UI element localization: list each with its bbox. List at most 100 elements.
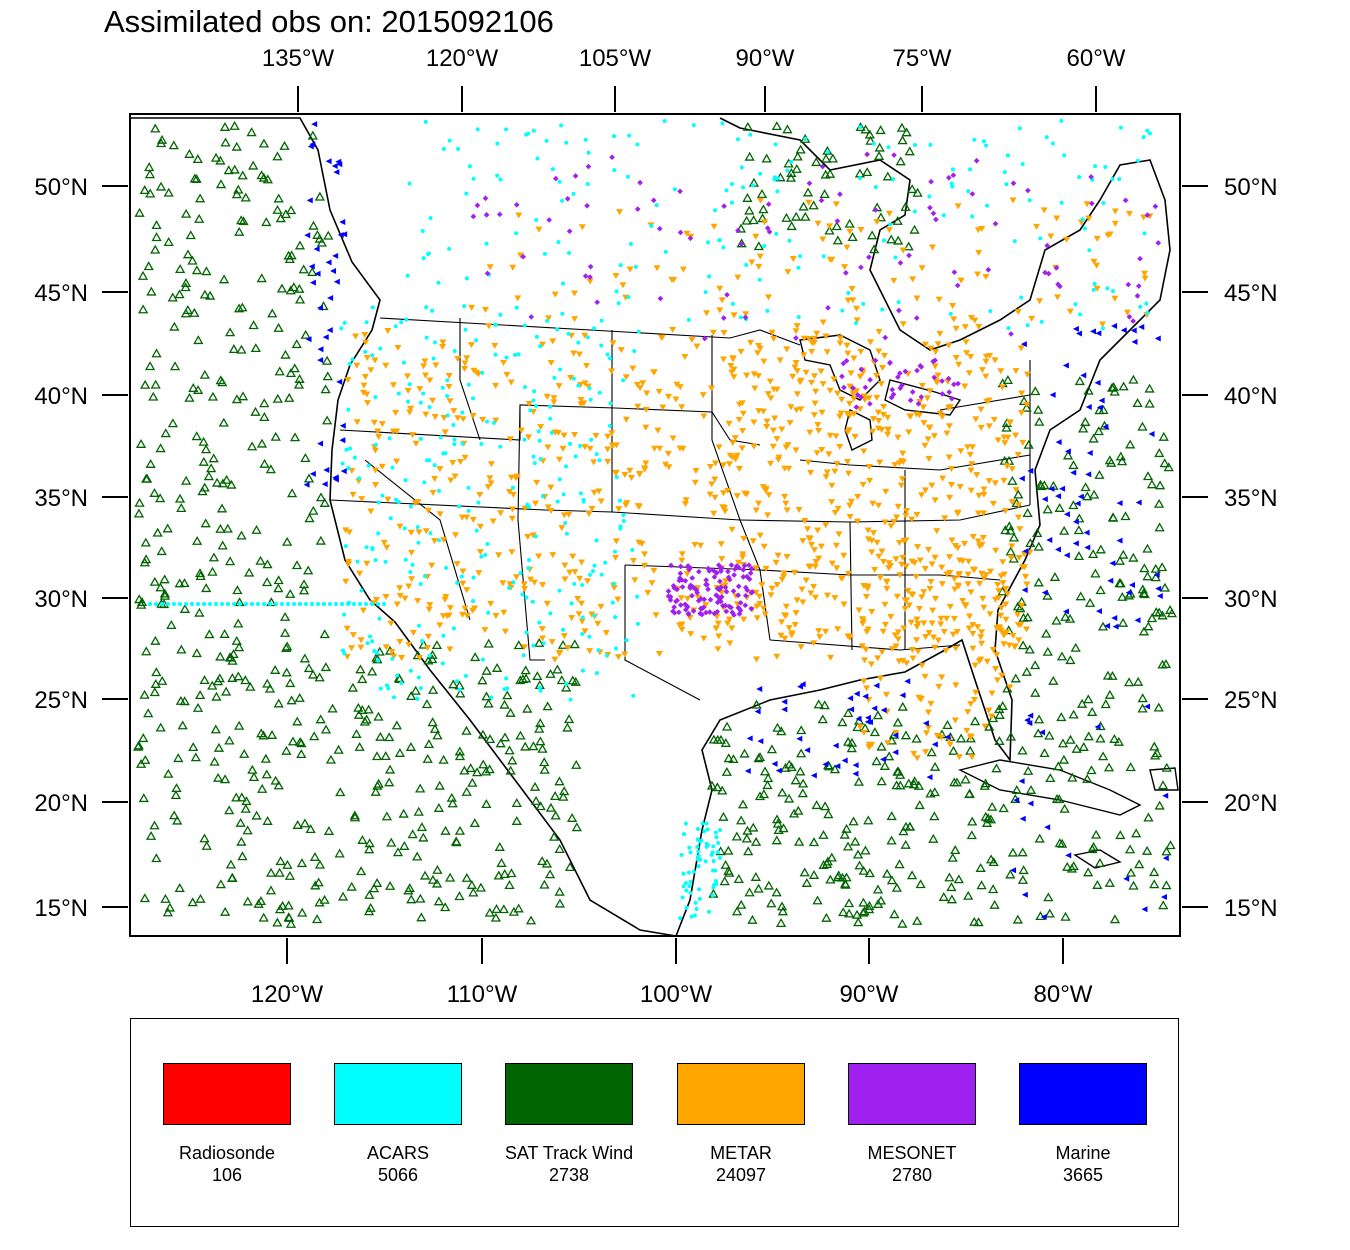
metar-marker	[398, 655, 406, 662]
marine-marker	[1075, 330, 1082, 337]
acars-marker	[172, 602, 176, 606]
sat-marker	[554, 898, 566, 908]
marine-marker	[1064, 448, 1071, 455]
meso-marker	[1010, 180, 1017, 187]
metar-marker	[783, 507, 791, 514]
metar-marker	[424, 645, 432, 652]
right-tick-label: 50°N	[1224, 174, 1278, 201]
metar-marker	[389, 382, 397, 389]
metar-marker	[926, 586, 934, 593]
metar-marker	[857, 348, 865, 355]
metar-marker	[1022, 626, 1030, 633]
sat-marker	[314, 233, 325, 243]
meso-marker	[806, 180, 813, 187]
acars-marker	[636, 329, 641, 334]
sat-marker	[989, 899, 1000, 909]
metar-marker	[378, 421, 386, 428]
metar-marker	[979, 595, 987, 602]
sat-marker	[1080, 417, 1091, 426]
metar-marker	[571, 431, 579, 438]
acars-marker	[391, 695, 396, 700]
metar-marker	[853, 317, 861, 324]
sat-marker	[1083, 385, 1094, 395]
marine-marker	[1144, 703, 1151, 710]
meso-marker	[818, 197, 825, 204]
marine-marker	[1148, 430, 1155, 437]
sat-marker	[843, 708, 854, 718]
acars-marker	[1144, 301, 1149, 306]
sat-marker	[454, 891, 465, 901]
sat-marker	[892, 717, 904, 727]
acars-marker	[583, 137, 588, 142]
metar-marker	[985, 397, 993, 404]
acars-marker	[1110, 177, 1115, 182]
metar-marker	[997, 368, 1005, 375]
sat-marker	[1058, 754, 1070, 764]
sat-marker	[741, 833, 752, 843]
sat-marker	[964, 788, 975, 798]
acars-marker	[706, 240, 711, 245]
sat-marker	[1143, 621, 1154, 631]
metar-marker	[863, 685, 871, 692]
sat-marker	[1033, 541, 1044, 551]
acars-marker	[888, 222, 893, 227]
metar-marker	[946, 494, 954, 501]
metar-marker	[638, 540, 646, 547]
legend-item-sat-track-wind: SAT Track Wind 2738	[505, 1019, 665, 1226]
sat-marker	[314, 672, 325, 682]
sat-marker	[198, 456, 209, 466]
metar-marker	[1000, 630, 1008, 637]
sat-marker	[1070, 642, 1081, 652]
marine-marker	[1040, 914, 1047, 921]
meso-marker	[520, 253, 527, 260]
acars-marker	[342, 320, 347, 325]
puerto-rico	[1149, 767, 1179, 791]
acars-marker	[654, 203, 659, 208]
metar-marker	[467, 342, 475, 349]
acars-marker	[1012, 239, 1017, 244]
metar-marker	[469, 412, 477, 419]
meso-marker	[741, 562, 748, 569]
meso-marker	[913, 315, 920, 321]
sat-marker	[308, 505, 319, 515]
sat-marker	[477, 729, 489, 739]
marine-marker	[873, 682, 880, 689]
sat-marker	[272, 393, 283, 403]
state-border	[739, 504, 1031, 523]
meso-marker	[696, 568, 702, 575]
sat-marker	[1011, 785, 1022, 795]
top-tick-label: 60°W	[1067, 45, 1126, 72]
sat-marker	[782, 124, 793, 134]
sat-marker	[791, 211, 802, 221]
marine-marker	[904, 678, 911, 685]
metar-marker	[602, 629, 610, 636]
sat-marker	[288, 282, 299, 292]
acars-marker	[592, 563, 597, 568]
meso-marker	[825, 305, 831, 311]
sat-marker	[174, 493, 186, 503]
bottom-axis: 120°W 110°W 100°W 90°W 80°W	[251, 938, 1093, 1008]
acars-marker	[406, 399, 411, 404]
metar-marker	[560, 512, 568, 519]
acars-marker	[202, 602, 206, 606]
sat-marker	[875, 895, 887, 905]
acars-marker	[310, 602, 314, 606]
metar-marker	[384, 496, 392, 503]
sat-marker	[286, 488, 298, 498]
metar-marker	[407, 405, 415, 412]
metar-marker	[446, 398, 454, 405]
metar-marker	[567, 375, 575, 382]
sat-marker	[850, 836, 861, 846]
sat-marker	[236, 836, 247, 846]
sat-marker	[819, 189, 830, 199]
acars-marker	[422, 480, 427, 485]
sat-marker	[1154, 448, 1165, 458]
acars-marker	[441, 633, 446, 638]
metar-marker	[811, 400, 819, 407]
meso-marker	[939, 391, 946, 397]
metar-marker	[967, 733, 975, 740]
meso-marker	[746, 562, 752, 568]
sat-marker	[1153, 498, 1165, 508]
metar-marker	[943, 615, 951, 622]
metar-marker	[561, 562, 569, 569]
